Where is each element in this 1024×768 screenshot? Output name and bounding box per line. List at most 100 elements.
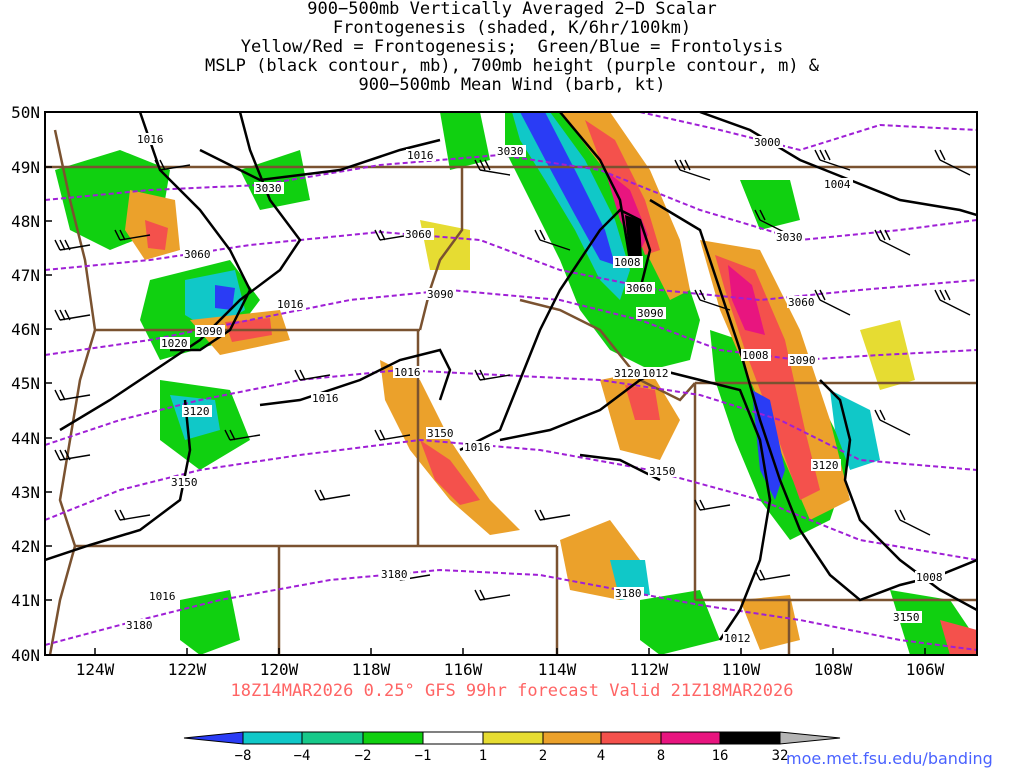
shade-patch-14: [180, 590, 240, 655]
coastline: [48, 129, 97, 655]
wind-barb: [114, 229, 151, 241]
wind-barb: [814, 149, 851, 171]
shade-wy-magenta: [728, 265, 765, 335]
shade-idaho-orange: [380, 360, 520, 535]
shade-or-blue: [215, 285, 235, 310]
label-bg: [136, 133, 166, 145]
height-label: 3150: [893, 611, 920, 624]
label-bg: [915, 571, 945, 583]
height-label: 3180: [381, 568, 408, 581]
colorbar-label: −2: [354, 748, 372, 764]
colorbar-label: 4: [596, 748, 606, 764]
lon-label-114w: 114W: [537, 660, 577, 679]
lon-label-122w: 122W: [167, 660, 207, 679]
label-bg: [183, 248, 213, 260]
height-label: 3000: [754, 136, 781, 149]
height-label: 3060: [405, 228, 432, 241]
shade-wa-red: [145, 220, 168, 250]
colorbar-label: 16: [711, 748, 729, 764]
label-bg: [406, 149, 436, 161]
mslp-contour-2: [59, 112, 302, 432]
label-bg: [648, 465, 678, 477]
label-bg: [641, 367, 671, 379]
lon-label-116w: 116W: [443, 660, 483, 679]
mslp-label: 1016: [407, 149, 434, 162]
colorbar: [183, 731, 841, 745]
label-bg: [787, 296, 817, 308]
wind-barb: [674, 159, 711, 181]
shade-patch-9: [625, 385, 660, 420]
lon-label-108w: 108W: [813, 660, 853, 679]
wind-barb: [934, 289, 971, 316]
colorbar-segment: [660, 731, 721, 745]
mslp-contour-10: [499, 368, 772, 641]
mslp-contour-4: [259, 348, 452, 407]
label-bg: [788, 354, 818, 366]
label-bg: [463, 441, 493, 453]
lat-label-41n: 41N: [11, 591, 40, 610]
wind-barb: [154, 159, 191, 171]
mslp-label: 1008: [614, 256, 641, 269]
mslp-label: 1016: [277, 298, 304, 311]
colorbar-label: 32: [771, 748, 789, 764]
height-label: 3090: [637, 307, 664, 320]
colorbar-segment: [719, 731, 781, 745]
mslp-contour-8: [649, 198, 977, 602]
title-line-1: 900−500mb Vertically Averaged 2−D Scalar: [307, 0, 717, 19]
height-contour-3090: [45, 288, 977, 362]
mslp-contours: [45, 112, 977, 641]
colorbar-segment: [542, 731, 602, 745]
mslp-label: 1008: [742, 349, 769, 362]
wind-barb: [474, 159, 511, 176]
lat-label-40n: 40N: [11, 646, 40, 665]
credit-link[interactable]: moe.met.fsu.edu/banding: [786, 749, 993, 768]
shade-orange-east: [560, 112, 690, 300]
mslp-label: 1016: [149, 590, 176, 603]
colorbar-segment: [242, 731, 303, 745]
label-bg: [811, 459, 841, 471]
title-line-4: MSLP (black contour, mb), 700mb height (…: [204, 56, 820, 76]
wind-barb: [694, 289, 731, 311]
wind-barb: [814, 289, 851, 316]
height-contours: [45, 112, 977, 651]
shade-patch-11: [740, 595, 800, 650]
height-label: 3120: [183, 405, 210, 418]
title-line-2: Frontogenesis (shaded, K/6hr/100km): [332, 18, 692, 38]
colorbar-segment-lt-8: [183, 731, 244, 745]
state-borders: [45, 129, 977, 655]
mslp-label: 1016: [312, 392, 339, 405]
mslp-label: 1016: [394, 366, 421, 379]
mslp-label: 1004: [824, 178, 851, 191]
mslp-contour-12: [819, 379, 977, 612]
height-label: 3030: [255, 182, 282, 195]
mslp-label: 1020: [161, 337, 188, 350]
wind-barb: [374, 429, 411, 441]
label-bg: [775, 231, 805, 243]
lon-label-120w: 120W: [259, 660, 299, 679]
lon-ticks: [94, 648, 926, 655]
colorbar-label: −8: [234, 748, 252, 764]
colorbar-segment: [600, 731, 662, 745]
label-bg: [311, 392, 341, 404]
colorbar-segment: [301, 731, 364, 745]
label-bg: [426, 288, 456, 300]
lat-label-49n: 49N: [11, 158, 40, 177]
shade-idaho-red: [420, 440, 480, 505]
label-bg: [892, 611, 922, 623]
height-contour-3180: [45, 568, 977, 651]
height-label: 3090: [789, 354, 816, 367]
wind-barb: [874, 229, 911, 256]
wind-barb: [694, 499, 731, 511]
mslp-label: 1008: [916, 571, 943, 584]
lat-label-45n: 45N: [11, 374, 40, 393]
height-label: 3120: [812, 459, 839, 472]
lat-label-42n: 42N: [11, 537, 40, 556]
height-contour-3030: [45, 153, 977, 242]
label-bg: [636, 307, 666, 319]
height-label: 3150: [171, 476, 198, 489]
label-bg: [160, 337, 190, 349]
mslp-contour-1: [138, 112, 252, 352]
label-bg: [170, 476, 200, 488]
wind-barb: [474, 589, 511, 601]
